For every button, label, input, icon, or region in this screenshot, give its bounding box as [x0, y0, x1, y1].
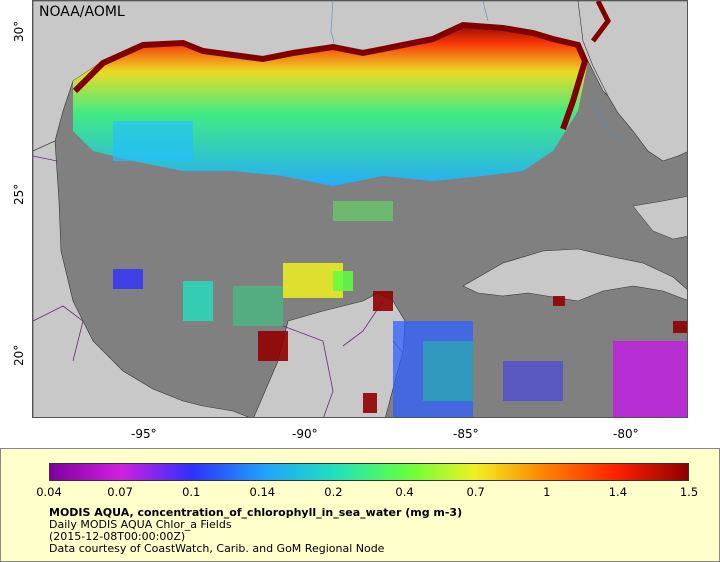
legend-title: MODIS AQUA, concentration_of_chlorophyll…: [49, 506, 463, 519]
colorbar-tick-label: 1.5: [679, 485, 699, 499]
lat-tick-label: 20°: [12, 344, 26, 366]
colorbar-tick-label: 0.4: [395, 485, 414, 499]
map-panel: NOAA/AOML: [32, 0, 688, 418]
rivers: [330, 1, 624, 142]
lon-tick-label: -95°: [131, 427, 157, 441]
legend-date: (2015-12-08T00:00:00Z): [49, 530, 186, 543]
island-shape: [632, 196, 687, 240]
colorbar-tick-label: 1.4: [608, 485, 628, 499]
legend-credit: Data courtesy of CoastWatch, Carib. and …: [49, 542, 385, 555]
colorbar-tick-label: 0.07: [107, 485, 133, 499]
colorbar-tick-label: 1: [543, 485, 551, 499]
colorbar-tick-label: 0.04: [36, 485, 62, 499]
colorbar-tick-label: 0.1: [182, 485, 201, 499]
coastal-high-chl: [72, 21, 589, 131]
lat-tick-label: 30°: [12, 20, 26, 42]
colorbar-tick-label: 0.7: [466, 485, 485, 499]
lon-tick-label: -90°: [292, 427, 318, 441]
colorbar-tick-label: 0.14: [249, 485, 276, 499]
credit-label: NOAA/AOML: [39, 4, 125, 20]
lon-tick-label: -85°: [453, 427, 479, 441]
lat-tick-label: 25°: [12, 183, 26, 205]
mexico-landmass: [33, 140, 249, 417]
lon-tick-label: -80°: [613, 427, 639, 441]
cuba-island: [462, 248, 687, 302]
legend-dataset: Daily MODIS AQUA Chlor_a Fields: [49, 518, 232, 531]
legend-panel: 0.04 0.07 0.1 0.14 0.2 0.4 0.7 1 1.4 1.5 MODIS AQ…: [0, 448, 720, 562]
chlorophyll-map: [33, 1, 687, 417]
florida-east-chl: [591, 1, 611, 43]
colorbar: [49, 463, 689, 481]
chl-patches: [113, 121, 687, 417]
chlorophyll-shelf-band: [73, 23, 588, 186]
colorbar-tick-label: 0.2: [324, 485, 343, 499]
florida-peninsula: [577, 1, 687, 162]
